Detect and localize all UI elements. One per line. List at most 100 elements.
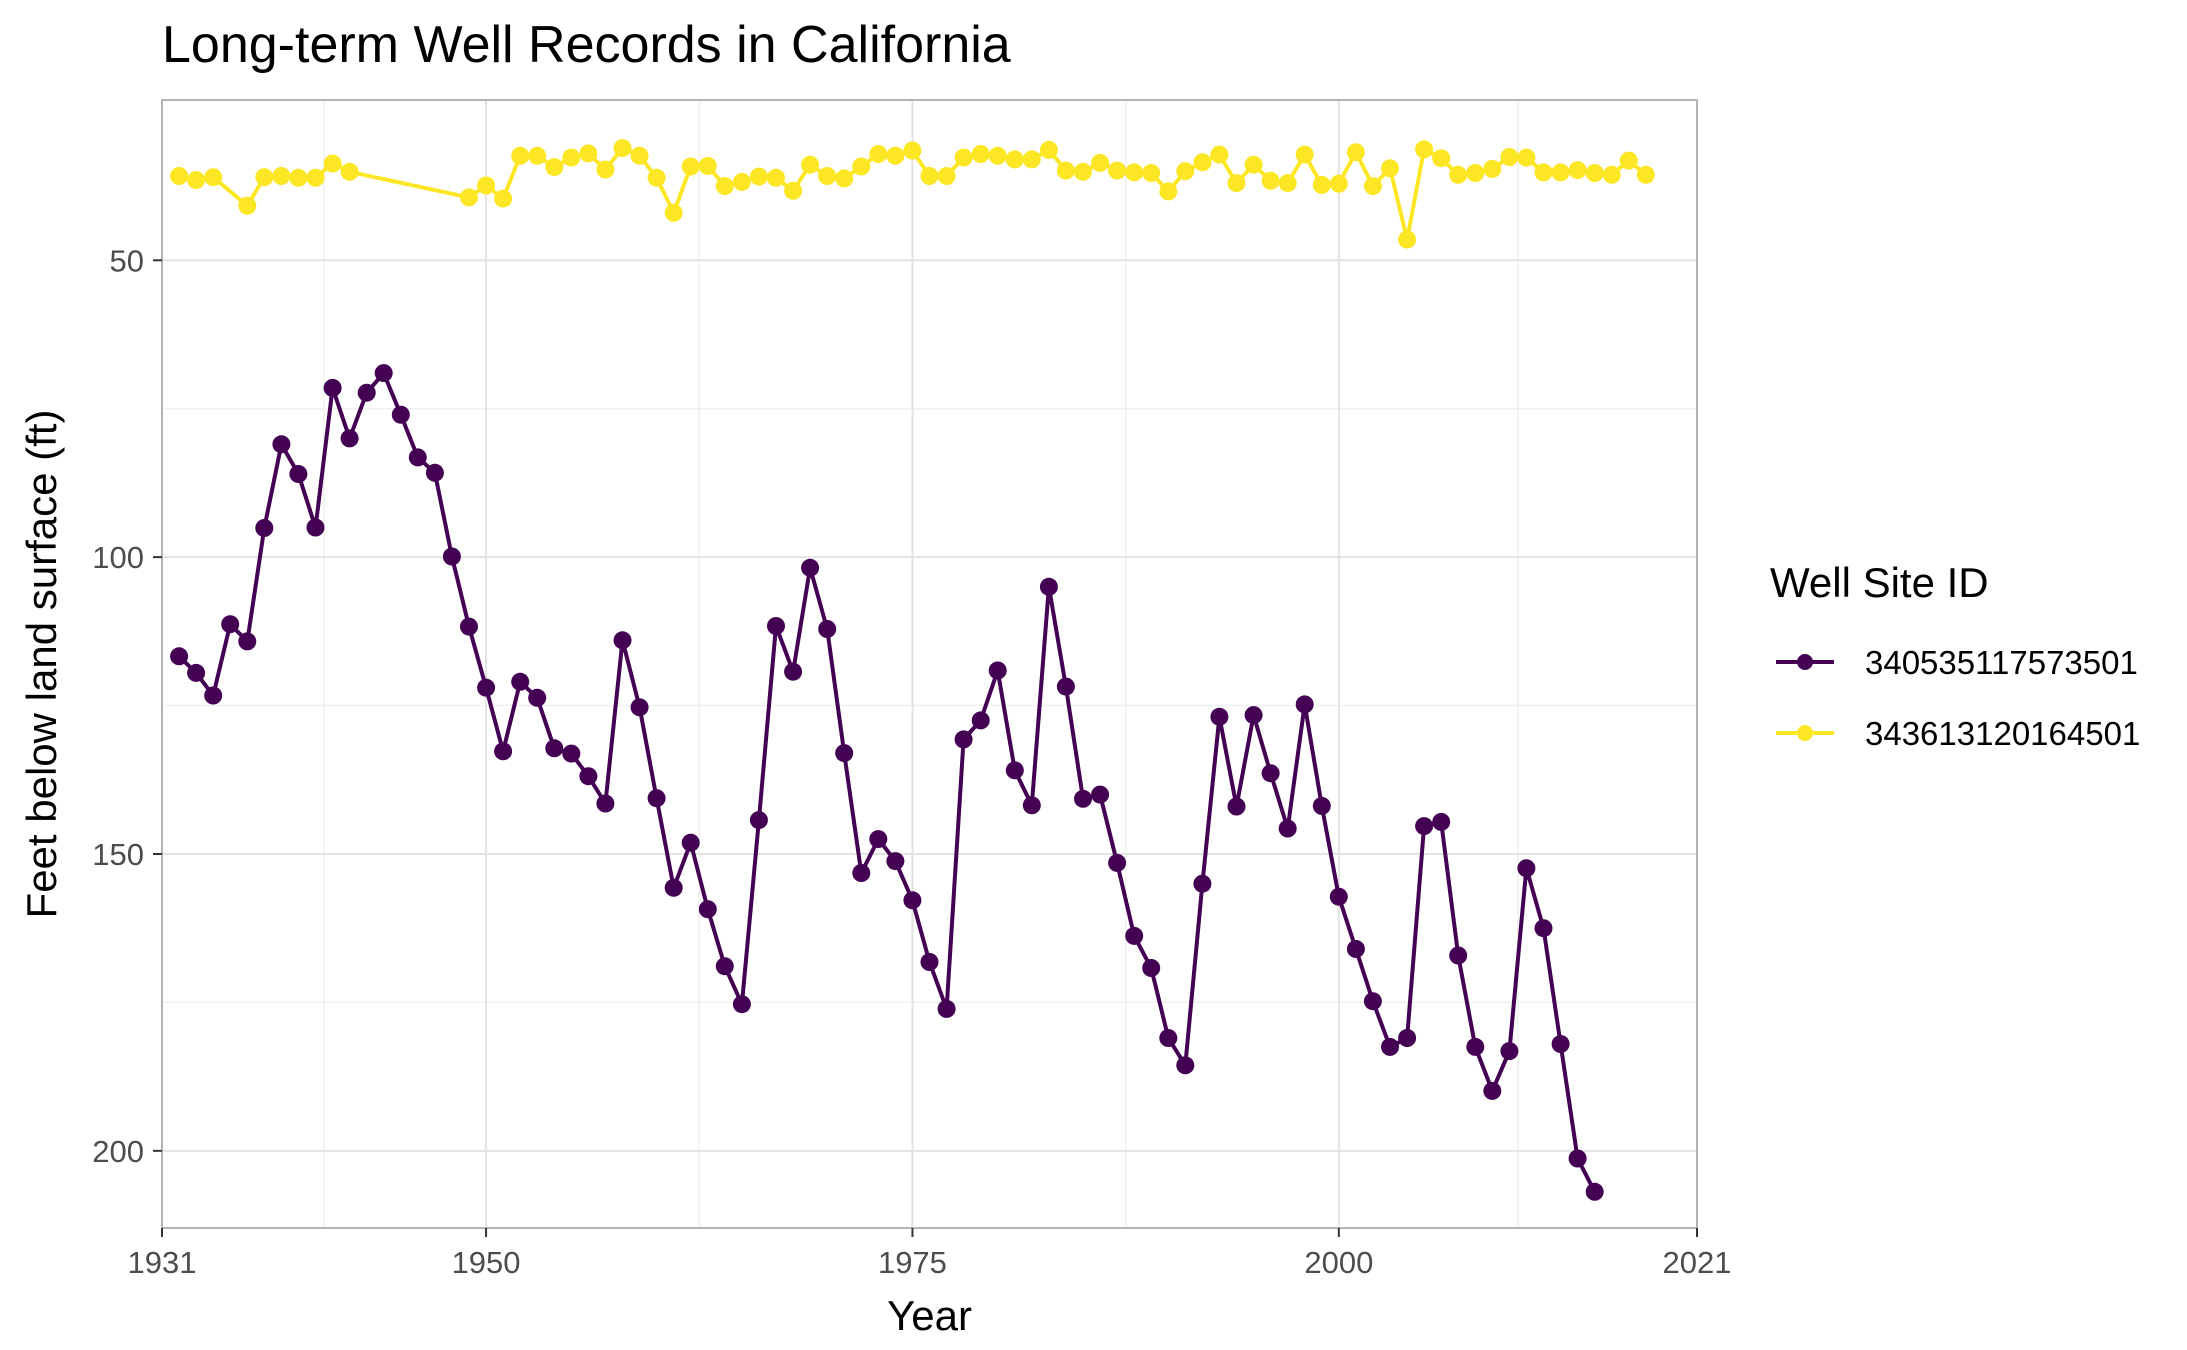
data-point <box>852 864 871 882</box>
data-point <box>1227 174 1246 193</box>
data-point <box>630 146 649 165</box>
data-point <box>1159 182 1178 201</box>
data-point <box>613 631 632 650</box>
data-point <box>1363 177 1382 196</box>
data-point <box>698 156 717 175</box>
data-point <box>749 811 768 830</box>
data-point <box>477 678 496 697</box>
data-point <box>784 662 803 681</box>
data-point <box>1074 789 1092 808</box>
chart-title: Long-term Well Records in California <box>162 16 1011 74</box>
data-point <box>1432 149 1451 168</box>
data-point <box>1108 853 1127 872</box>
x-axis-title: Year <box>887 1292 972 1339</box>
series-layer <box>170 139 1655 1201</box>
data-point <box>579 144 598 163</box>
data-point <box>698 900 717 919</box>
x-tick-label: 1950 <box>452 1245 521 1280</box>
data-point <box>1022 150 1041 169</box>
data-point <box>801 558 820 577</box>
data-point <box>1602 165 1621 184</box>
data-point <box>1363 992 1382 1011</box>
data-point <box>937 999 956 1018</box>
data-point <box>1329 174 1348 193</box>
data-point <box>1159 1029 1178 1047</box>
data-point <box>1125 926 1144 945</box>
data-point <box>255 168 274 187</box>
data-point <box>988 661 1007 680</box>
data-point <box>1278 174 1297 193</box>
data-point <box>1329 887 1348 906</box>
data-point <box>1415 817 1434 836</box>
data-point <box>1500 1042 1519 1061</box>
data-point <box>920 953 939 971</box>
data-point <box>1517 859 1536 878</box>
data-point <box>1227 797 1246 816</box>
data-point <box>596 160 615 179</box>
data-point <box>886 146 905 165</box>
data-point <box>1551 1035 1570 1053</box>
series-2 <box>170 139 1655 249</box>
data-point <box>323 154 342 173</box>
data-point <box>1398 1029 1417 1047</box>
data-point <box>1346 143 1365 162</box>
data-point <box>988 146 1007 165</box>
data-point <box>1483 1081 1502 1100</box>
data-point <box>1312 175 1331 194</box>
data-point <box>1125 163 1144 182</box>
data-point <box>681 157 700 176</box>
data-point <box>630 698 649 717</box>
data-point <box>1210 145 1229 164</box>
y-axis-title: Feet below land surface (ft) <box>18 410 65 919</box>
data-point <box>1176 1056 1195 1075</box>
data-point <box>903 141 922 160</box>
x-tick-label: 2021 <box>1663 1245 1732 1280</box>
data-point <box>1210 707 1229 726</box>
data-point <box>835 169 854 188</box>
data-point <box>1636 165 1655 184</box>
data-point <box>1381 159 1399 178</box>
data-point <box>1039 577 1058 596</box>
data-point <box>715 957 734 976</box>
data-point <box>1039 140 1058 159</box>
data-point <box>1500 148 1519 166</box>
data-point <box>1091 153 1110 172</box>
data-point <box>886 852 905 871</box>
data-point <box>1346 940 1365 958</box>
legend-label-1: 340535117573501 <box>1865 644 2138 681</box>
data-point <box>1517 148 1536 167</box>
data-point <box>818 167 837 185</box>
data-point <box>1449 165 1468 184</box>
data-point <box>204 168 223 187</box>
data-point <box>647 789 666 808</box>
data-point <box>596 794 615 813</box>
data-point <box>1193 874 1212 893</box>
data-point <box>1261 171 1280 190</box>
data-point <box>1568 161 1587 180</box>
data-point <box>511 146 530 165</box>
y-tick-label: 100 <box>92 540 144 575</box>
plot-panel-border <box>161 99 1698 1229</box>
data-point <box>1312 796 1331 815</box>
data-point <box>221 615 240 634</box>
data-point <box>1568 1149 1587 1168</box>
x-axis-ticks: 1931 1950 1975 2000 2021 <box>128 1228 1732 1280</box>
data-point <box>1056 677 1075 696</box>
data-point <box>1261 764 1280 783</box>
legend-item-1: 340535117573501 <box>1776 644 2138 681</box>
data-point <box>1005 761 1024 780</box>
data-point <box>391 405 410 424</box>
data-point <box>425 463 444 482</box>
data-point <box>1244 706 1263 725</box>
data-point <box>732 172 751 191</box>
data-point <box>187 171 206 190</box>
data-point <box>170 167 189 185</box>
data-point <box>374 364 393 383</box>
data-point <box>801 155 820 174</box>
data-point <box>340 429 359 448</box>
data-point <box>681 833 700 852</box>
data-point <box>1619 151 1638 170</box>
data-point <box>1449 946 1468 965</box>
